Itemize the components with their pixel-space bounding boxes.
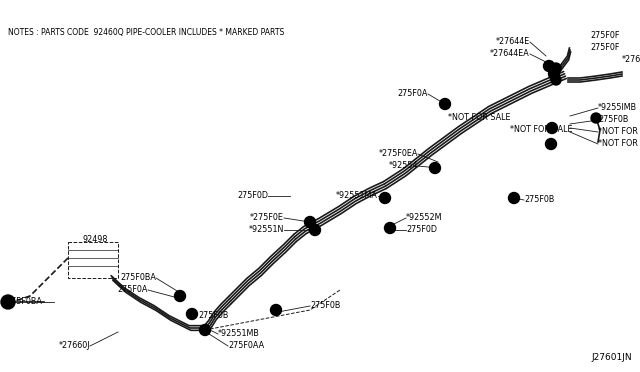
Text: 275F0D: 275F0D	[237, 192, 268, 201]
Text: *NOT FOR SALE: *NOT FOR SALE	[510, 125, 573, 135]
Circle shape	[385, 222, 396, 234]
Circle shape	[551, 63, 561, 73]
Text: 275F0A: 275F0A	[397, 90, 428, 99]
Text: 275F0F: 275F0F	[590, 32, 620, 41]
Text: 275F0B: 275F0B	[598, 115, 628, 125]
Circle shape	[547, 122, 557, 134]
Text: 275F0F: 275F0F	[590, 44, 620, 52]
Circle shape	[175, 291, 186, 301]
Circle shape	[380, 192, 390, 203]
Text: *9255lMB: *9255lMB	[598, 103, 637, 112]
Text: NOTES : PARTS CODE  92460Q PIPE-COOLER INCLUDES * MARKED PARTS: NOTES : PARTS CODE 92460Q PIPE-COOLER IN…	[8, 28, 284, 37]
Circle shape	[591, 113, 601, 123]
Circle shape	[551, 75, 561, 85]
Text: 275F0AA: 275F0AA	[228, 341, 264, 350]
Text: *92551MB: *92551MB	[218, 330, 260, 339]
Circle shape	[1, 295, 15, 309]
Circle shape	[305, 217, 316, 228]
Text: 275F0B: 275F0B	[310, 301, 340, 311]
Text: 275F0D: 275F0D	[406, 225, 437, 234]
Circle shape	[548, 68, 559, 80]
Circle shape	[200, 324, 211, 336]
Text: *92554: *92554	[388, 161, 418, 170]
Text: *275F0EA: *275F0EA	[379, 150, 418, 158]
Text: 275F0BA: 275F0BA	[120, 273, 156, 282]
Text: *92551MA: *92551MA	[336, 192, 378, 201]
Circle shape	[429, 163, 440, 173]
Text: *275F0E: *275F0E	[250, 214, 284, 222]
Text: 275F0BA: 275F0BA	[6, 298, 42, 307]
Text: *NOT FOR SALE: *NOT FOR SALE	[447, 113, 510, 122]
Text: *92551N: *92551N	[248, 225, 284, 234]
Text: 275F0A: 275F0A	[118, 285, 148, 295]
Text: 275F0B: 275F0B	[198, 311, 228, 321]
Circle shape	[310, 224, 321, 235]
Circle shape	[509, 192, 520, 203]
Text: *NOT FOR SALE: *NOT FOR SALE	[598, 128, 640, 137]
Text: *27660J: *27660J	[58, 341, 90, 350]
Circle shape	[545, 138, 557, 150]
Text: 92498: 92498	[83, 235, 108, 244]
Circle shape	[271, 305, 282, 315]
Text: 275F0B: 275F0B	[524, 196, 554, 205]
Text: *92552M: *92552M	[406, 214, 442, 222]
Circle shape	[186, 308, 198, 320]
Text: J27601JN: J27601JN	[591, 353, 632, 362]
Circle shape	[543, 61, 554, 71]
Text: *27660J: *27660J	[622, 55, 640, 64]
Circle shape	[440, 99, 451, 109]
Text: *NOT FOR SALE: *NOT FOR SALE	[598, 140, 640, 148]
Text: *27644E: *27644E	[496, 38, 530, 46]
Text: *27644EA: *27644EA	[490, 49, 530, 58]
